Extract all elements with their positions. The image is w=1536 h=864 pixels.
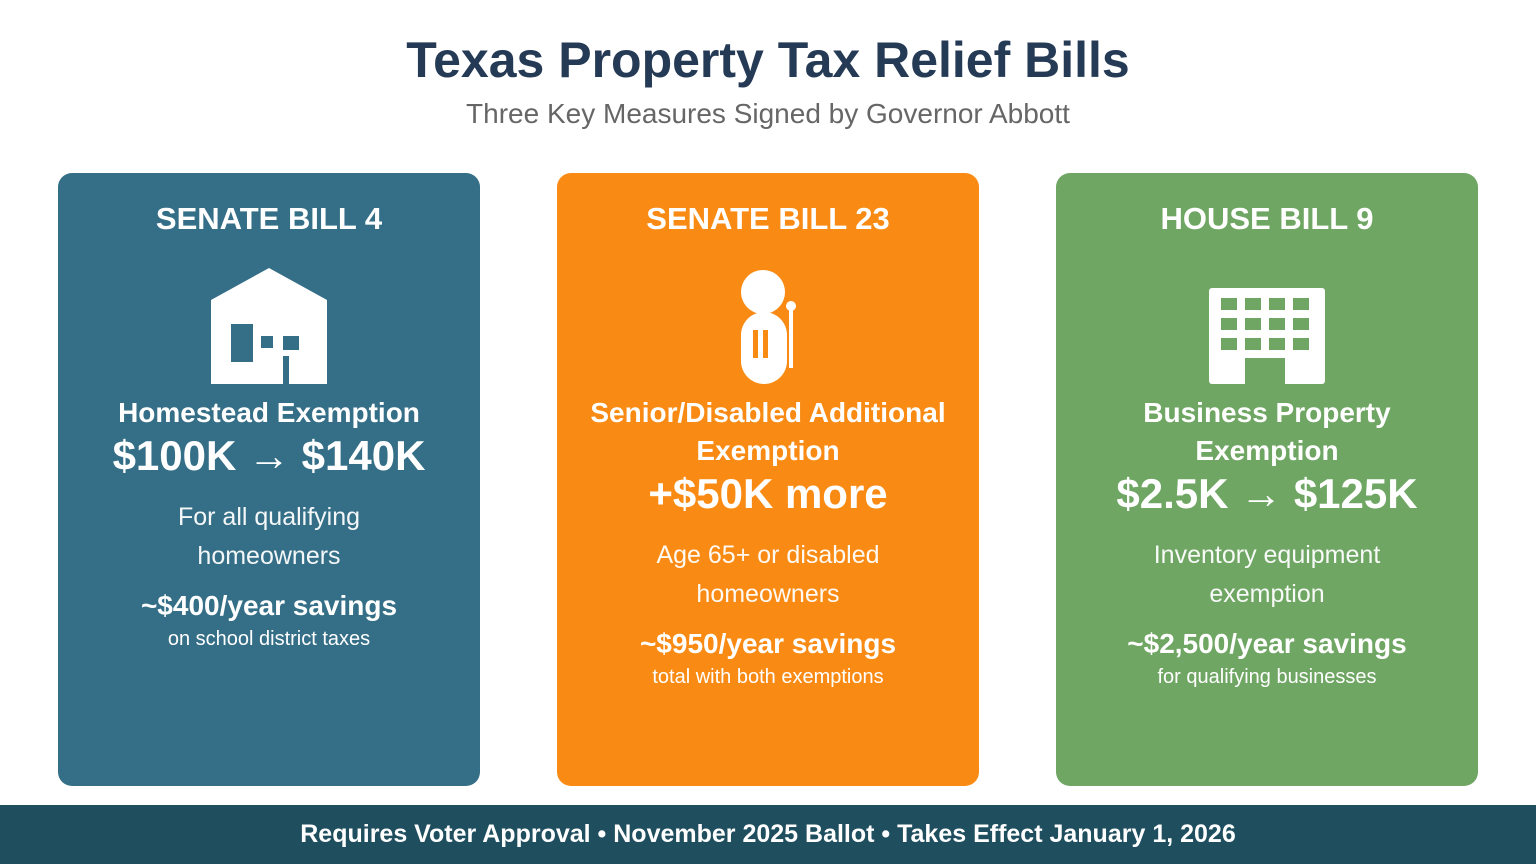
house-icon [211,268,327,384]
savings-note: total with both exemptions [652,666,884,688]
bill-card: HOUSE BILL 9 Business Property Exemption… [1056,173,1478,786]
exemption-heading: Business Property Exemption [1143,397,1391,466]
exemption-amount: $2.5K → $125K [1116,470,1418,517]
exemption-amount: $100K → $140K [112,432,426,479]
exemption-amount: +$50K more [648,470,888,517]
bill-card: SENATE BILL 4 Homestead Exemption $100K … [58,173,480,786]
exemption-heading: Homestead Exemption [118,397,420,428]
exemption-heading: Senior/Disabled Additional Exemption [590,397,946,466]
footer: Requires Voter Approval • November 2025 … [0,805,1536,864]
footer-text: Requires Voter Approval • November 2025 … [300,820,1236,848]
savings: ~$2,500/year savings [1127,628,1407,659]
savings: ~$950/year savings [639,628,897,659]
description: For all qualifying homeowners [177,503,361,570]
savings: ~$400/year savings [140,590,398,621]
building-icon [1209,288,1325,384]
subtitle: Three Key Measures Signed by Governor Ab… [466,98,1070,129]
bill-name: HOUSE BILL 9 [1160,201,1374,236]
bill-name: SENATE BILL 4 [155,201,383,236]
savings-note: on school district taxes [167,628,371,650]
person-icon [741,270,796,384]
savings-note: for qualifying businesses [1157,666,1377,688]
bill-card: SENATE BILL 23 Senior/Disabled Additiona… [557,173,979,786]
description: Inventory equipment exemption [1153,541,1381,608]
title: Texas Property Tax Relief Bills [406,32,1130,88]
description: Age 65+ or disabled homeowners [656,541,880,608]
bill-name: SENATE BILL 23 [646,201,890,236]
